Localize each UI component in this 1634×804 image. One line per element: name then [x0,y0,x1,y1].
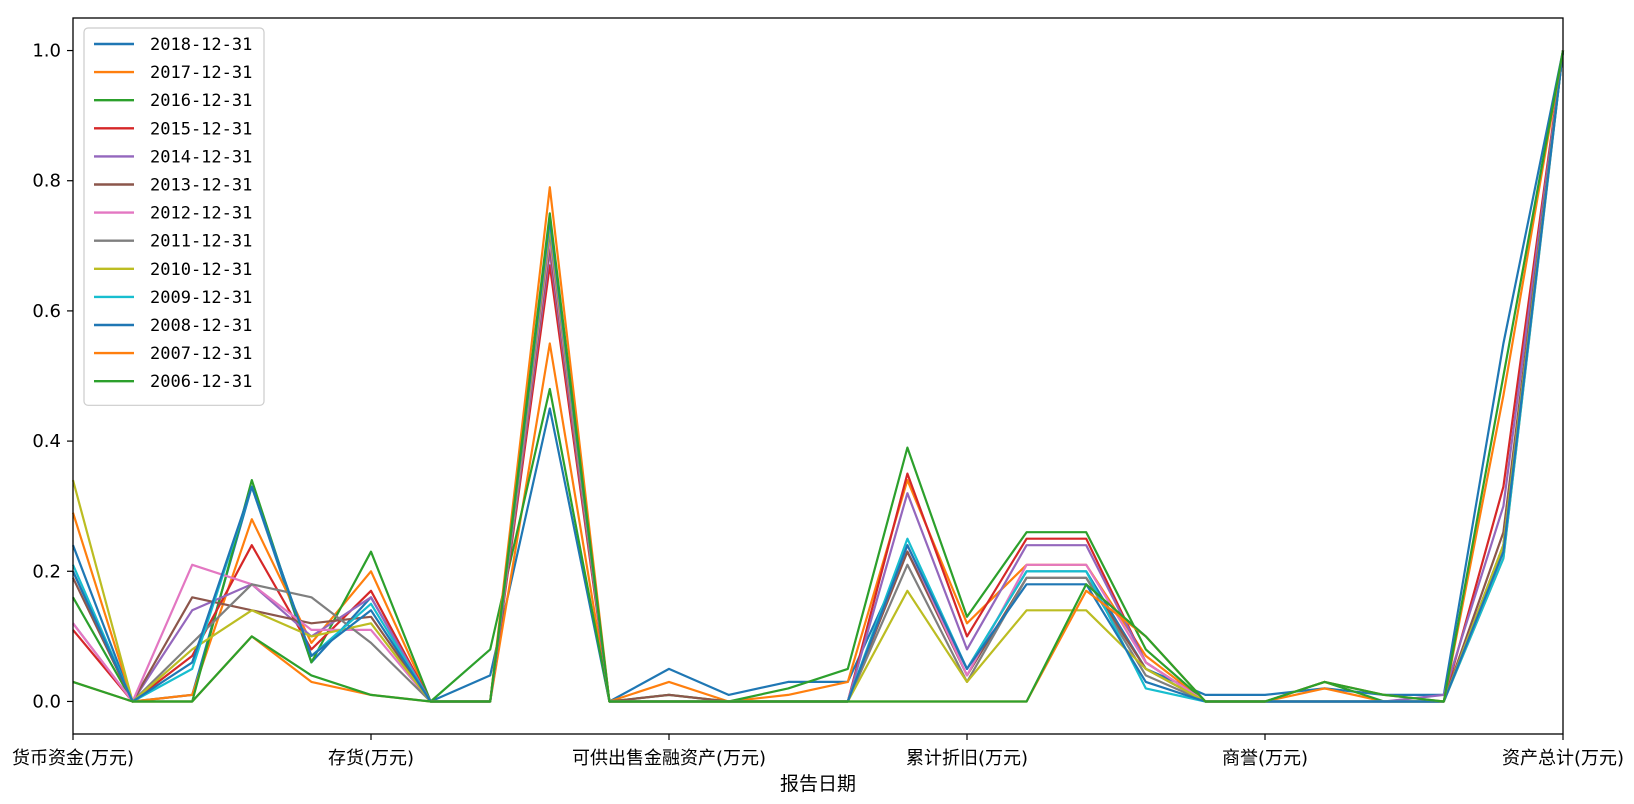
legend-box [83,27,265,406]
x-tick-label: 累计折旧(万元) [906,748,1028,769]
legend-label: 2006-12-31 [150,372,252,392]
legend-label: 2012-12-31 [150,204,252,224]
y-tick-label: 1.0 [32,41,61,62]
y-tick-label: 0.0 [32,691,61,712]
x-axis-label: 报告日期 [780,773,856,795]
series-line-2007-12-31 [72,50,1565,703]
legend-label: 2015-12-31 [150,119,252,139]
series-line-2017-12-31 [71,50,1565,703]
legend-label: 2011-12-31 [150,232,252,252]
series-line-2012-12-31 [72,50,1565,703]
legend-label: 2017-12-31 [150,63,252,83]
series-lines [71,50,1565,703]
y-tick-label: 0.6 [32,301,61,322]
legend-label: 2008-12-31 [150,316,252,336]
series-line-2014-12-31 [72,50,1565,703]
x-axis: 货币资金(万元) 存货(万元) 可供出售金融资产(万元) 累计折旧(万元) 商誉(万元)… [12,734,1624,769]
series-line-2015-12-31 [72,50,1565,703]
plot-frame [72,17,1564,735]
series-line-2008-12-31 [71,50,1565,703]
x-tick-label: 货币资金(万元) [12,748,134,769]
x-tick-label: 存货(万元) [328,748,414,769]
legend-label: 2007-12-31 [150,344,252,364]
y-tick-label: 0.2 [32,561,61,582]
legend-label: 2013-12-31 [150,176,252,196]
series-line-2006-12-31 [72,50,1565,703]
legend: 2018-12-31 2017-12-31 2016-12-31 2015-12-31… [83,27,265,406]
series-line-2018-12-31 [71,50,1565,703]
y-tick-label: 0.4 [32,431,61,452]
series-line-2016-12-31 [72,50,1565,703]
legend-label: 2018-12-31 [150,35,252,55]
y-tick-label: 0.8 [32,171,61,192]
y-axis: 0.0 0.2 0.4 0.6 0.8 1.0 [32,41,73,712]
series-line-2009-12-31 [71,50,1565,703]
legend-label: 2014-12-31 [150,147,252,167]
x-tick-label: 可供出售金融资产(万元) [572,748,766,769]
legend-label: 2010-12-31 [150,260,252,280]
x-tick-label: 资产总计(万元) [1502,748,1624,769]
series-line-2013-12-31 [72,50,1565,703]
legend-label: 2016-12-31 [150,91,252,111]
legend-label: 2009-12-31 [150,288,252,308]
series-line-2011-12-31 [71,50,1565,703]
x-tick-label: 商誉(万元) [1222,748,1308,769]
series-line-2010-12-31 [71,50,1565,703]
